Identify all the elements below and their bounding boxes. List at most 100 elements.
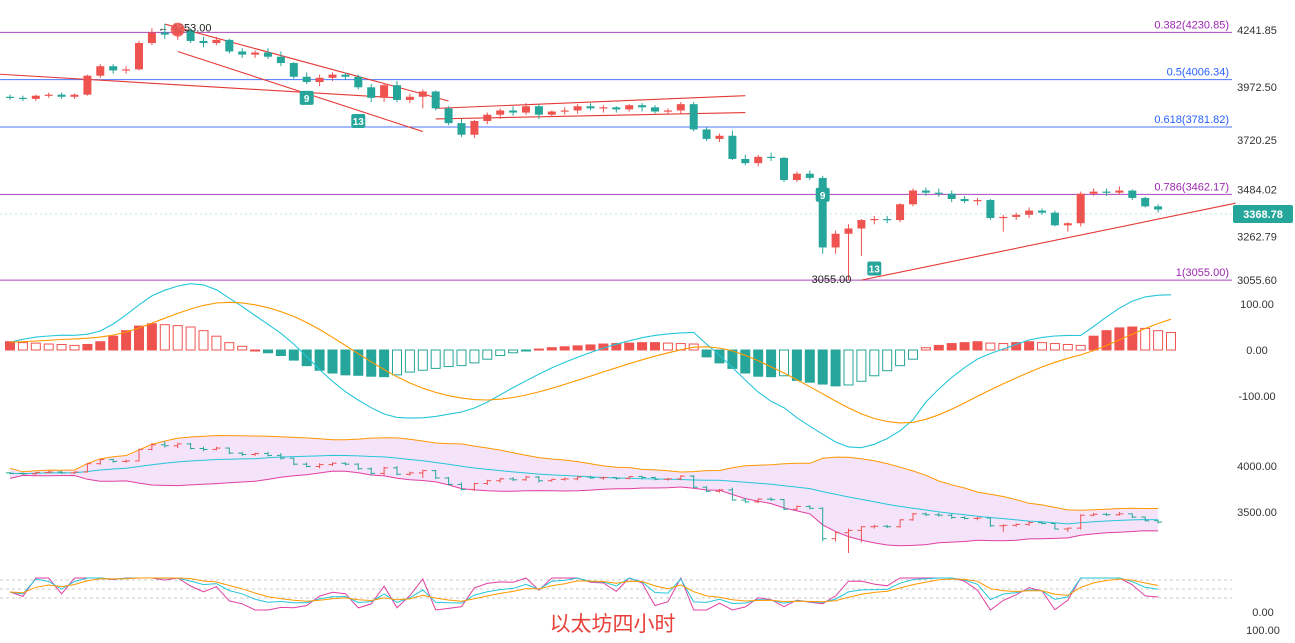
main-axis-tick-5: 3055.60 bbox=[1237, 275, 1277, 287]
candle-19 bbox=[251, 52, 260, 55]
macd-bar-11 bbox=[146, 323, 157, 351]
candle-1 bbox=[18, 97, 27, 100]
macd-bar-37 bbox=[482, 349, 493, 360]
candle-51 bbox=[663, 110, 672, 112]
bollinger-pane[interactable] bbox=[6, 434, 1163, 553]
candle-70 bbox=[909, 190, 917, 205]
macd-bar-49 bbox=[637, 342, 648, 351]
candle-56 bbox=[728, 135, 737, 159]
macd-bar-65 bbox=[843, 349, 854, 386]
macd-bar-79 bbox=[1024, 341, 1035, 351]
macd-bar-23 bbox=[301, 349, 312, 367]
macd-bar-34 bbox=[443, 349, 454, 368]
macd-bar-44 bbox=[572, 345, 583, 351]
macd-bar-7 bbox=[95, 341, 106, 351]
macd-bar-20 bbox=[263, 349, 273, 354]
macd-bar-76 bbox=[985, 342, 996, 351]
macd-bar-25 bbox=[327, 349, 338, 374]
macd-bar-18 bbox=[237, 345, 248, 351]
macd-bar-15 bbox=[198, 330, 209, 351]
macd-signal-line bbox=[9, 301, 1172, 424]
candle-60 bbox=[780, 157, 788, 181]
macd-bar-33 bbox=[430, 349, 441, 369]
candle-25 bbox=[328, 74, 337, 78]
stochastic-pane[interactable] bbox=[0, 576, 1232, 611]
current-price-tag bbox=[1233, 204, 1293, 223]
bb-upper-line bbox=[9, 434, 1159, 511]
candle-66 bbox=[857, 220, 866, 229]
macd-bar-73 bbox=[946, 343, 957, 351]
current-price-label: 3368.78 bbox=[1243, 209, 1283, 221]
macd-bar-17 bbox=[224, 342, 235, 351]
seq-badge-0 bbox=[299, 90, 314, 105]
candle-26 bbox=[341, 74, 350, 77]
macd-bar-0 bbox=[5, 341, 15, 351]
candle-48 bbox=[625, 105, 634, 110]
fib-label-2: 0.618(3781.82) bbox=[1154, 114, 1229, 126]
candle-22 bbox=[289, 63, 298, 77]
candle-21 bbox=[276, 56, 285, 64]
candle-27 bbox=[354, 76, 363, 88]
macd-bar-63 bbox=[817, 349, 828, 385]
macd-pane[interactable] bbox=[5, 283, 1176, 449]
candle-14 bbox=[186, 30, 195, 41]
candle-10 bbox=[135, 43, 143, 70]
macd-bar-14 bbox=[185, 326, 196, 351]
macd-bar-51 bbox=[662, 342, 673, 351]
macd-bar-16 bbox=[211, 335, 222, 351]
candle-30 bbox=[393, 85, 401, 100]
macd-bar-30 bbox=[392, 349, 402, 376]
candle-3 bbox=[44, 94, 53, 96]
candle-75 bbox=[973, 200, 982, 202]
candle-79 bbox=[1025, 210, 1034, 215]
macd-bar-28 bbox=[366, 349, 377, 377]
price-pane[interactable]: 0.382(4230.85) 0.5(4006.34) 0.618(3781.82)… bbox=[0, 19, 1236, 286]
candle-43 bbox=[560, 110, 569, 112]
macd-bar-80 bbox=[1037, 342, 1047, 351]
seq-badge-1 bbox=[351, 114, 366, 129]
macd-bar-72 bbox=[933, 344, 944, 351]
macd-bar-35 bbox=[456, 349, 467, 367]
candle-0 bbox=[6, 96, 14, 98]
candle-15 bbox=[199, 40, 208, 44]
annotation-low: 3055.00 bbox=[812, 274, 852, 286]
candle-4 bbox=[57, 94, 66, 97]
candle-67 bbox=[870, 219, 879, 221]
candle-18 bbox=[238, 51, 247, 55]
macd-bar-47 bbox=[611, 343, 622, 351]
fib-label-4: 1(3055.00) bbox=[1176, 267, 1229, 279]
candle-20 bbox=[264, 52, 272, 57]
bb-axis-tick-1: 3500.00 bbox=[1237, 507, 1277, 519]
candle-64 bbox=[831, 233, 840, 248]
candle-39 bbox=[509, 110, 518, 113]
candle-9 bbox=[122, 69, 131, 71]
candle-5 bbox=[70, 94, 79, 97]
macd-line bbox=[9, 283, 1172, 449]
candle-86 bbox=[1115, 190, 1124, 193]
macd-bar-31 bbox=[404, 349, 415, 373]
candle-46 bbox=[599, 107, 608, 109]
candle-61 bbox=[792, 173, 801, 181]
main-axis-tick-0: 4241.85 bbox=[1237, 25, 1277, 37]
macd-bar-27 bbox=[353, 349, 364, 376]
candle-55 bbox=[715, 135, 724, 139]
macd-bar-67 bbox=[869, 349, 880, 377]
macd-bar-71 bbox=[920, 347, 931, 351]
candle-62 bbox=[805, 173, 814, 178]
macd-bar-74 bbox=[959, 342, 970, 351]
candle-59 bbox=[767, 156, 776, 159]
candle-45 bbox=[586, 106, 595, 109]
trend-line-3 bbox=[435, 95, 746, 109]
price-axis: 4241.85 3972.50 3720.25 3484.02 3262.79 3055.… bbox=[1233, 25, 1293, 637]
macd-bar-26 bbox=[340, 349, 351, 376]
fib-label-3: 0.786(3462.17) bbox=[1154, 181, 1229, 193]
candle-24 bbox=[315, 77, 324, 83]
macd-axis-tick-2: -100.00 bbox=[1238, 391, 1275, 403]
macd-bar-5 bbox=[69, 344, 80, 351]
macd-bar-41 bbox=[533, 348, 544, 351]
candle-11 bbox=[147, 32, 156, 44]
macd-bar-43 bbox=[559, 346, 570, 351]
candle-65 bbox=[844, 228, 853, 234]
candle-68 bbox=[883, 219, 892, 221]
